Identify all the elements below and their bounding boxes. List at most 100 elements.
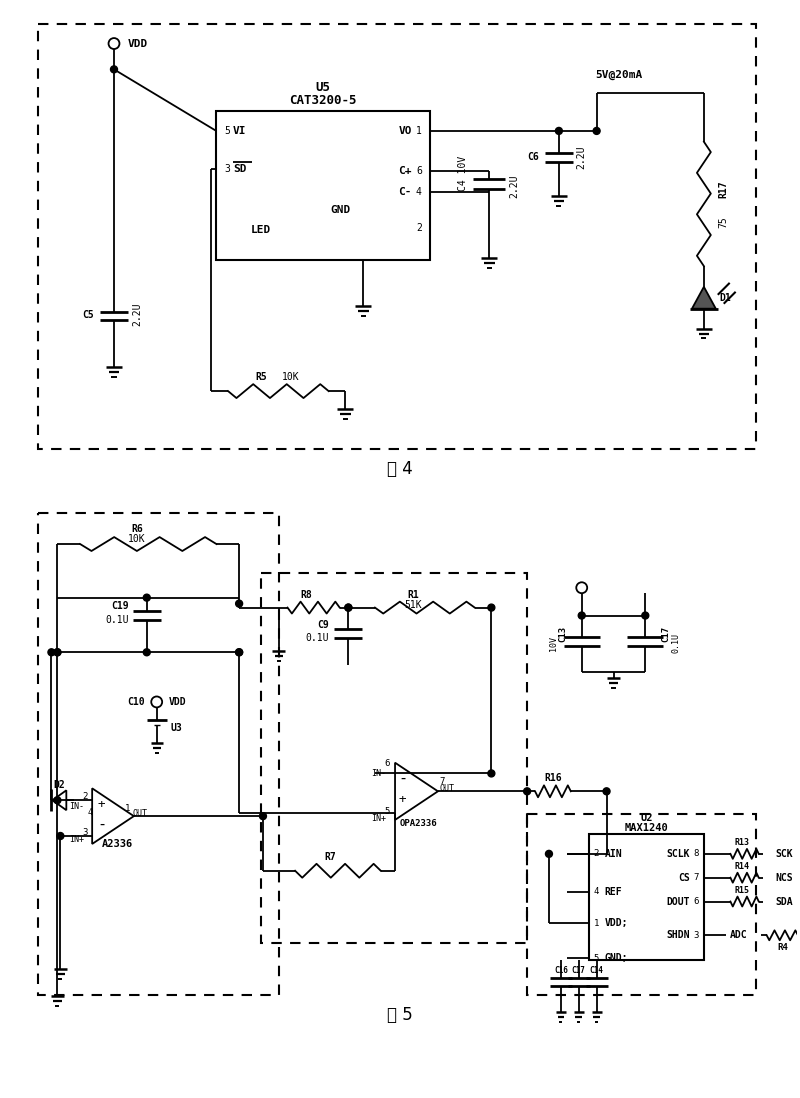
Text: 5: 5	[594, 954, 599, 963]
Text: 1: 1	[416, 126, 422, 136]
Text: LED: LED	[251, 225, 271, 235]
Bar	[589, 834, 704, 960]
Text: 4: 4	[594, 887, 599, 896]
Text: C-: C-	[398, 188, 412, 198]
Text: 6: 6	[385, 759, 390, 768]
Text: IN+: IN+	[70, 836, 84, 844]
Text: 10K: 10K	[128, 534, 146, 545]
Text: R13: R13	[734, 839, 749, 848]
Text: 0.1U: 0.1U	[671, 634, 680, 653]
Text: U5: U5	[315, 81, 330, 93]
Circle shape	[488, 604, 495, 612]
Circle shape	[259, 813, 266, 819]
Text: 6: 6	[694, 897, 699, 906]
Text: 2.2U: 2.2U	[132, 303, 142, 326]
Text: R7: R7	[325, 852, 336, 862]
Text: 0.1U: 0.1U	[106, 615, 129, 625]
Bar	[38, 513, 279, 995]
Text: C19: C19	[111, 601, 129, 610]
Text: REF: REF	[605, 886, 622, 897]
Text: C6: C6	[527, 152, 539, 161]
Text: 4: 4	[416, 188, 422, 198]
Text: VDD;: VDD;	[605, 918, 628, 929]
Circle shape	[54, 797, 61, 804]
Text: VDD: VDD	[128, 38, 148, 48]
Text: -: -	[398, 771, 407, 786]
Bar	[527, 814, 755, 995]
Text: 2: 2	[594, 850, 599, 859]
Text: 1: 1	[594, 919, 599, 928]
Text: 图 4: 图 4	[387, 460, 413, 478]
Text: ADC: ADC	[730, 930, 747, 940]
Text: C17: C17	[572, 966, 586, 975]
Text: SD: SD	[233, 164, 246, 173]
Circle shape	[555, 127, 562, 134]
Text: C+: C+	[398, 166, 412, 176]
Text: VO: VO	[398, 126, 412, 136]
Circle shape	[603, 788, 610, 795]
Text: 图 5: 图 5	[387, 1006, 413, 1023]
Text: GND;: GND;	[605, 953, 628, 963]
Text: 2.2U: 2.2U	[577, 146, 586, 169]
Text: 7: 7	[440, 777, 445, 786]
Text: 5: 5	[224, 126, 230, 136]
Bar	[216, 111, 430, 260]
Text: IN-: IN-	[371, 769, 386, 777]
Text: IN+: IN+	[371, 814, 386, 822]
Text: CAT3200-5: CAT3200-5	[290, 93, 357, 107]
Text: 51K: 51K	[404, 600, 422, 609]
Text: C13: C13	[559, 626, 568, 642]
Text: C9: C9	[317, 620, 329, 630]
Circle shape	[54, 649, 61, 656]
Text: R5: R5	[255, 372, 267, 382]
Text: SCLK: SCLK	[666, 849, 690, 859]
Circle shape	[143, 594, 150, 601]
Circle shape	[345, 604, 352, 612]
Circle shape	[578, 612, 586, 619]
Text: SDA: SDA	[775, 897, 793, 907]
Text: AIN: AIN	[605, 849, 622, 859]
Text: DOUT: DOUT	[666, 897, 690, 907]
Text: VDD: VDD	[169, 697, 186, 707]
Circle shape	[345, 604, 352, 612]
Text: 5: 5	[385, 807, 390, 816]
Circle shape	[488, 770, 495, 777]
Text: 2: 2	[83, 792, 88, 800]
Text: 1: 1	[125, 804, 130, 813]
Text: R8: R8	[301, 590, 313, 600]
Circle shape	[143, 649, 150, 656]
Circle shape	[110, 66, 118, 72]
Text: OUT: OUT	[440, 784, 454, 793]
Circle shape	[48, 649, 55, 656]
Circle shape	[642, 612, 649, 619]
Text: 10K: 10K	[282, 372, 299, 382]
Text: 6: 6	[416, 166, 422, 176]
Text: SCK: SCK	[775, 849, 793, 859]
Text: R14: R14	[734, 862, 749, 872]
Circle shape	[576, 582, 587, 593]
Text: R1: R1	[407, 590, 418, 600]
Text: 0.1U: 0.1U	[305, 634, 329, 643]
Text: +: +	[398, 793, 406, 806]
Text: C10: C10	[127, 697, 145, 707]
Text: OUT: OUT	[133, 808, 148, 818]
Text: C5: C5	[82, 310, 94, 320]
Text: IN-: IN-	[70, 802, 84, 810]
Text: 2: 2	[416, 223, 422, 233]
Text: C17: C17	[661, 626, 670, 642]
Text: 4: 4	[87, 808, 92, 817]
Text: NCS: NCS	[775, 873, 793, 883]
Polygon shape	[692, 287, 716, 309]
Circle shape	[151, 696, 162, 707]
Circle shape	[236, 649, 242, 656]
Text: R6: R6	[131, 524, 142, 534]
Text: +: +	[97, 798, 105, 810]
Circle shape	[593, 127, 600, 134]
Text: U3: U3	[170, 722, 182, 732]
Circle shape	[57, 832, 64, 840]
Text: R15: R15	[734, 886, 749, 895]
Bar	[38, 24, 755, 449]
Text: 10V: 10V	[549, 636, 558, 651]
Text: 7: 7	[694, 873, 699, 882]
Text: 2.2U: 2.2U	[510, 175, 519, 199]
